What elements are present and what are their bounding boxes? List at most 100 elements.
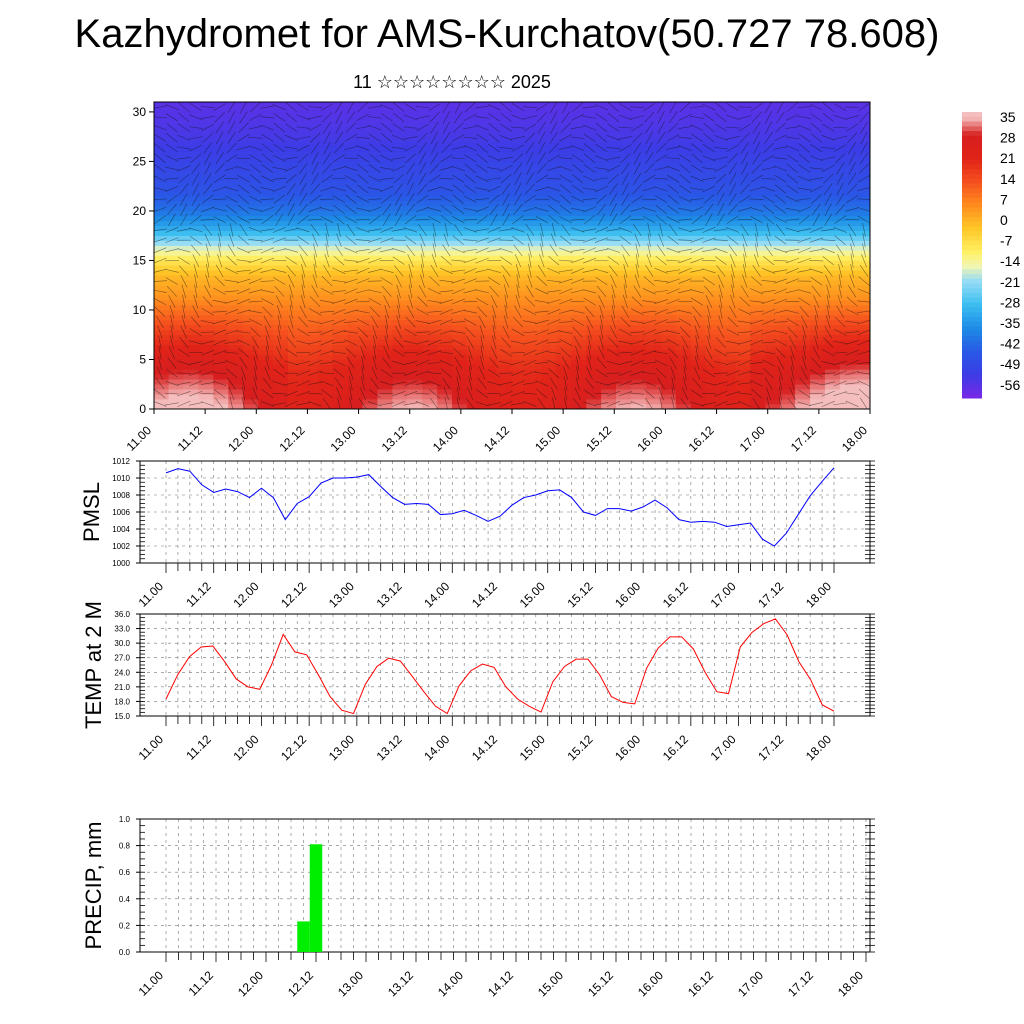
field-cell (213, 240, 229, 246)
wind-vector (679, 163, 691, 174)
wind-vector (349, 396, 353, 409)
field-cell (795, 210, 811, 217)
field-cell (735, 265, 751, 271)
field-cell (258, 383, 274, 390)
field-cell (631, 230, 647, 236)
field-cell (511, 171, 528, 177)
field-cell (422, 284, 438, 291)
field-cell (750, 309, 766, 316)
wind-vector (236, 320, 251, 324)
field-cell (258, 240, 274, 246)
wind-vector (237, 194, 250, 204)
field-cell (198, 102, 214, 108)
field-cell (258, 309, 274, 316)
field-cell (571, 161, 587, 167)
field-cell (556, 111, 572, 118)
field-cell (437, 180, 453, 187)
wind-vector (391, 156, 406, 160)
field-cell (526, 309, 543, 316)
wind-vector (849, 274, 855, 288)
wind-vector (526, 162, 534, 175)
field-cell (511, 210, 528, 217)
wind-vector (154, 187, 167, 191)
wind-vector (431, 253, 438, 268)
field-cell (511, 314, 528, 321)
wind-vector (535, 216, 549, 224)
field-cell (273, 195, 289, 202)
field-cell (496, 240, 513, 246)
field-cell (511, 374, 528, 380)
field-cell (690, 255, 707, 261)
field-cell (810, 289, 826, 296)
field-cell (750, 334, 766, 340)
field-cell (243, 200, 259, 207)
field-cell (452, 383, 468, 390)
field-cell (601, 309, 617, 316)
field-cell (810, 369, 826, 375)
field-cell (154, 240, 170, 246)
field-cell (720, 309, 737, 316)
field-cell (198, 166, 214, 172)
field-cell (720, 166, 737, 172)
field-cell (243, 102, 259, 108)
field-cell (213, 111, 229, 118)
wind-vector (224, 308, 239, 315)
field-cell (362, 329, 379, 336)
field-cell (780, 304, 796, 311)
field-cell (407, 141, 423, 147)
field-cell (154, 126, 170, 133)
field-cell (720, 393, 737, 400)
wind-vector (368, 206, 382, 213)
field-cell (660, 309, 677, 316)
field-cell (810, 284, 826, 291)
wind-vector (252, 346, 259, 360)
wind-vector (499, 228, 513, 232)
field-cell (332, 314, 349, 321)
wind-vector (368, 124, 382, 131)
field-cell (422, 398, 438, 405)
wind-vector (391, 360, 406, 366)
field-cell (243, 275, 259, 281)
wind-vector (262, 306, 273, 317)
wind-vector (631, 123, 644, 132)
wind-vector (475, 297, 489, 306)
wind-vector (475, 105, 490, 109)
wind-vector (332, 299, 346, 304)
field-cell (705, 369, 722, 375)
field-cell (183, 309, 200, 316)
field-cell (660, 250, 677, 256)
field-cell (541, 378, 558, 385)
field-cell (302, 180, 319, 187)
field-cell (183, 339, 200, 345)
field-cell (750, 364, 766, 370)
wind-vector (522, 106, 537, 108)
wind-vector (667, 122, 679, 133)
wind-vector (514, 193, 522, 206)
wind-vector (385, 325, 389, 340)
field-cell (198, 299, 214, 306)
field-cell (422, 166, 438, 172)
field-cell (601, 121, 617, 128)
wind-vector (467, 345, 473, 360)
page-title: Kazhydromet for AMS-Kurchatov(50.727 78.… (74, 12, 940, 56)
field-cell (287, 270, 304, 276)
field-cell (556, 146, 572, 152)
field-cell (854, 106, 870, 113)
wind-vector (384, 304, 389, 319)
field-cell (168, 260, 185, 266)
field-cell (392, 388, 408, 395)
field-cell (810, 116, 826, 123)
wind-vector (630, 392, 645, 395)
wind-vector (761, 186, 776, 192)
field-cell (213, 220, 229, 227)
field-cell (839, 121, 856, 128)
wind-vector (706, 304, 712, 319)
field-cell (287, 403, 304, 409)
field-cell (496, 205, 513, 212)
field-cell (601, 349, 617, 355)
field-cell (631, 378, 647, 385)
field-cell (601, 116, 617, 123)
wind-vector (346, 356, 355, 370)
field-cell (616, 111, 632, 118)
field-cell (437, 398, 453, 405)
